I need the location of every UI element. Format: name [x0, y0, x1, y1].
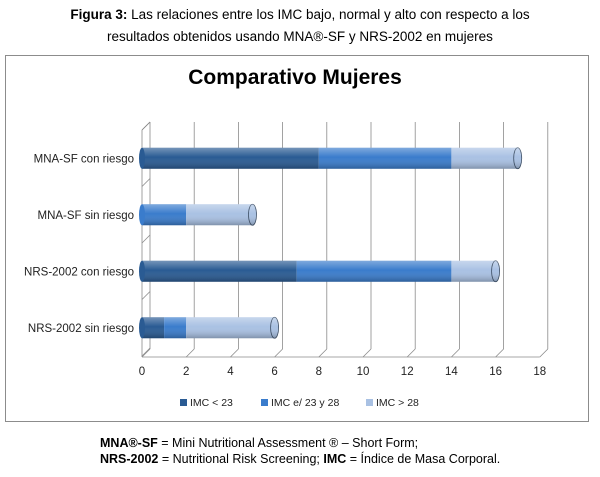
floor-gridline [362, 348, 372, 358]
bar-shading [318, 147, 452, 169]
floor-gridline [406, 348, 416, 358]
caption-text-1: Las relaciones entre los IMC bajo, norma… [131, 7, 530, 22]
bar-shading [142, 260, 297, 282]
category-separator [141, 347, 151, 357]
bar-end-cap-shading [248, 204, 257, 226]
footnote-term-nrs: NRS-2002 [100, 452, 159, 466]
figure-caption: Figura 3: Las relaciones entre los IMC b… [0, 4, 600, 48]
bar-end-cap-shading [491, 260, 500, 282]
bar-start-cap [139, 317, 145, 339]
floor-gridline [230, 348, 239, 358]
x-tick-label: 0 [139, 366, 145, 378]
legend-label: IMC > 28 [376, 397, 419, 409]
x-tick-label: 18 [533, 366, 546, 378]
bar-end-cap-shading [270, 317, 279, 339]
legend-swatch [366, 399, 373, 406]
legend-label: IMC < 23 [190, 397, 233, 409]
floor-gridline [495, 348, 504, 358]
footnote-def-mna: = Mini Nutritional Assessment ® – Short … [157, 436, 419, 450]
category-label: NRS-2002 sin riesgo [28, 323, 134, 335]
bar-shading [164, 317, 187, 339]
bar-end-cap-shading [513, 147, 522, 169]
caption-line-2: resultados obtenidos usando MNA®-SF y NR… [107, 29, 493, 44]
bar-shading [451, 260, 496, 282]
category-separator [141, 178, 151, 187]
category-label: MNA-SF sin riesgo [38, 210, 135, 222]
footnote-def-nrs: = Nutritional Risk Screening; [158, 452, 324, 466]
bar-start-cap [139, 260, 145, 282]
floor-gridline [539, 348, 549, 358]
legend-swatch [261, 399, 268, 406]
x-tick-label: 16 [489, 366, 502, 378]
bar-shading [296, 260, 452, 282]
x-tick-label: 14 [445, 366, 458, 378]
chart-frame [5, 55, 589, 422]
legend-label: IMC e/ 23 y 28 [271, 397, 339, 409]
caption-label: Figura 3: [70, 7, 128, 22]
chart-title: Comparativo Mujeres [188, 66, 402, 89]
bar-start-cap [139, 147, 145, 169]
caption-line-1: Figura 3: Las relaciones entre los IMC b… [0, 4, 600, 26]
legend-swatch [180, 399, 187, 406]
bar-shading [142, 317, 165, 339]
footnotes: MNA®-SF = Mini Nutritional Assessment ® … [100, 435, 500, 467]
bar-shading [186, 204, 253, 226]
x-tick-label: 2 [183, 366, 189, 378]
x-tick-label: 4 [227, 366, 234, 378]
category-label: NRS-2002 con riesgo [24, 266, 134, 278]
x-tick-label: 6 [271, 366, 277, 378]
bar-shading [142, 204, 187, 226]
bar-shading [142, 147, 319, 169]
bar-start-cap [139, 204, 145, 226]
floor-gridline [274, 348, 283, 358]
floor-gridline [451, 348, 460, 358]
floor-gridline [141, 348, 151, 358]
x-tick-label: 8 [316, 366, 322, 378]
x-tick-label: 12 [401, 366, 414, 378]
footnote-term-mna: MNA®-SF [100, 436, 158, 450]
bar-shading [186, 317, 275, 339]
footnote-term-imc: IMC [323, 452, 347, 466]
floor-gridline [185, 348, 195, 358]
category-label: MNA-SF con riesgo [34, 153, 134, 165]
footnote-def-imc: = Índice de Masa Corporal. [346, 452, 501, 466]
bar-shading [451, 147, 518, 169]
category-separator [141, 291, 151, 300]
footnote-line-2: NRS-2002 = Nutritional Risk Screening; I… [100, 451, 500, 467]
category-separator [141, 121, 151, 131]
x-tick-label: 10 [357, 366, 370, 378]
floor-gridline [318, 348, 328, 358]
category-separator [141, 234, 151, 244]
footnote-line-1: MNA®-SF = Mini Nutritional Assessment ® … [100, 435, 500, 451]
